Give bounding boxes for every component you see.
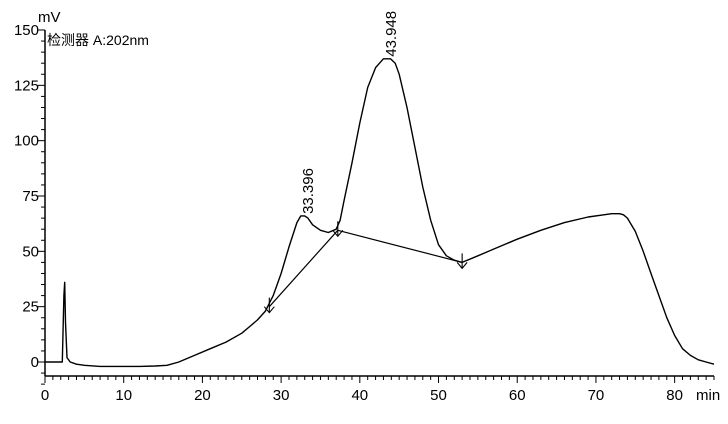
x-tick-label: 10: [115, 387, 132, 404]
integration-baseline: [338, 230, 462, 262]
series-layer: [45, 59, 714, 367]
x-tick-label: 70: [588, 387, 605, 404]
y-tick-label: 150: [14, 22, 39, 39]
integration-baseline: [269, 230, 337, 306]
y-tick-label: 125: [14, 77, 39, 94]
y-tick-label: 100: [14, 133, 39, 150]
x-tick-label: 0: [41, 387, 49, 404]
y-tick-label: 50: [22, 243, 39, 260]
baseline-layer: [269, 230, 462, 306]
x-tick-label: 80: [666, 387, 683, 404]
y-tick-label: 25: [22, 299, 39, 316]
x-tick-label: 40: [351, 387, 368, 404]
peak-label-layer: 33.396 43.948: [300, 11, 400, 214]
x-axis-unit-label: min: [696, 387, 720, 404]
y-tick-label: 0: [31, 354, 39, 371]
y-tick-label: 75: [22, 188, 39, 205]
y-axis-unit-label: mV: [38, 9, 61, 26]
axes-group: [45, 30, 714, 376]
chromatogram-trace: [45, 59, 714, 367]
y-tick-labels: 0 25 50 75 100 125 150: [14, 22, 39, 371]
peak-retention-label: 33.396: [300, 168, 317, 214]
x-tick-label: 20: [194, 387, 211, 404]
peak-retention-label: 43.948: [383, 11, 400, 57]
x-tick-label: 60: [509, 387, 526, 404]
x-tick-label: 30: [273, 387, 290, 404]
x-tick-label: 50: [430, 387, 447, 404]
marker-layer: [264, 221, 467, 312]
detector-label: 检测器 A:202nm: [47, 32, 149, 48]
x-tick-labels: 0 10 20 30 40 50 60 70 80: [41, 387, 683, 404]
ticks-group: [38, 30, 714, 384]
